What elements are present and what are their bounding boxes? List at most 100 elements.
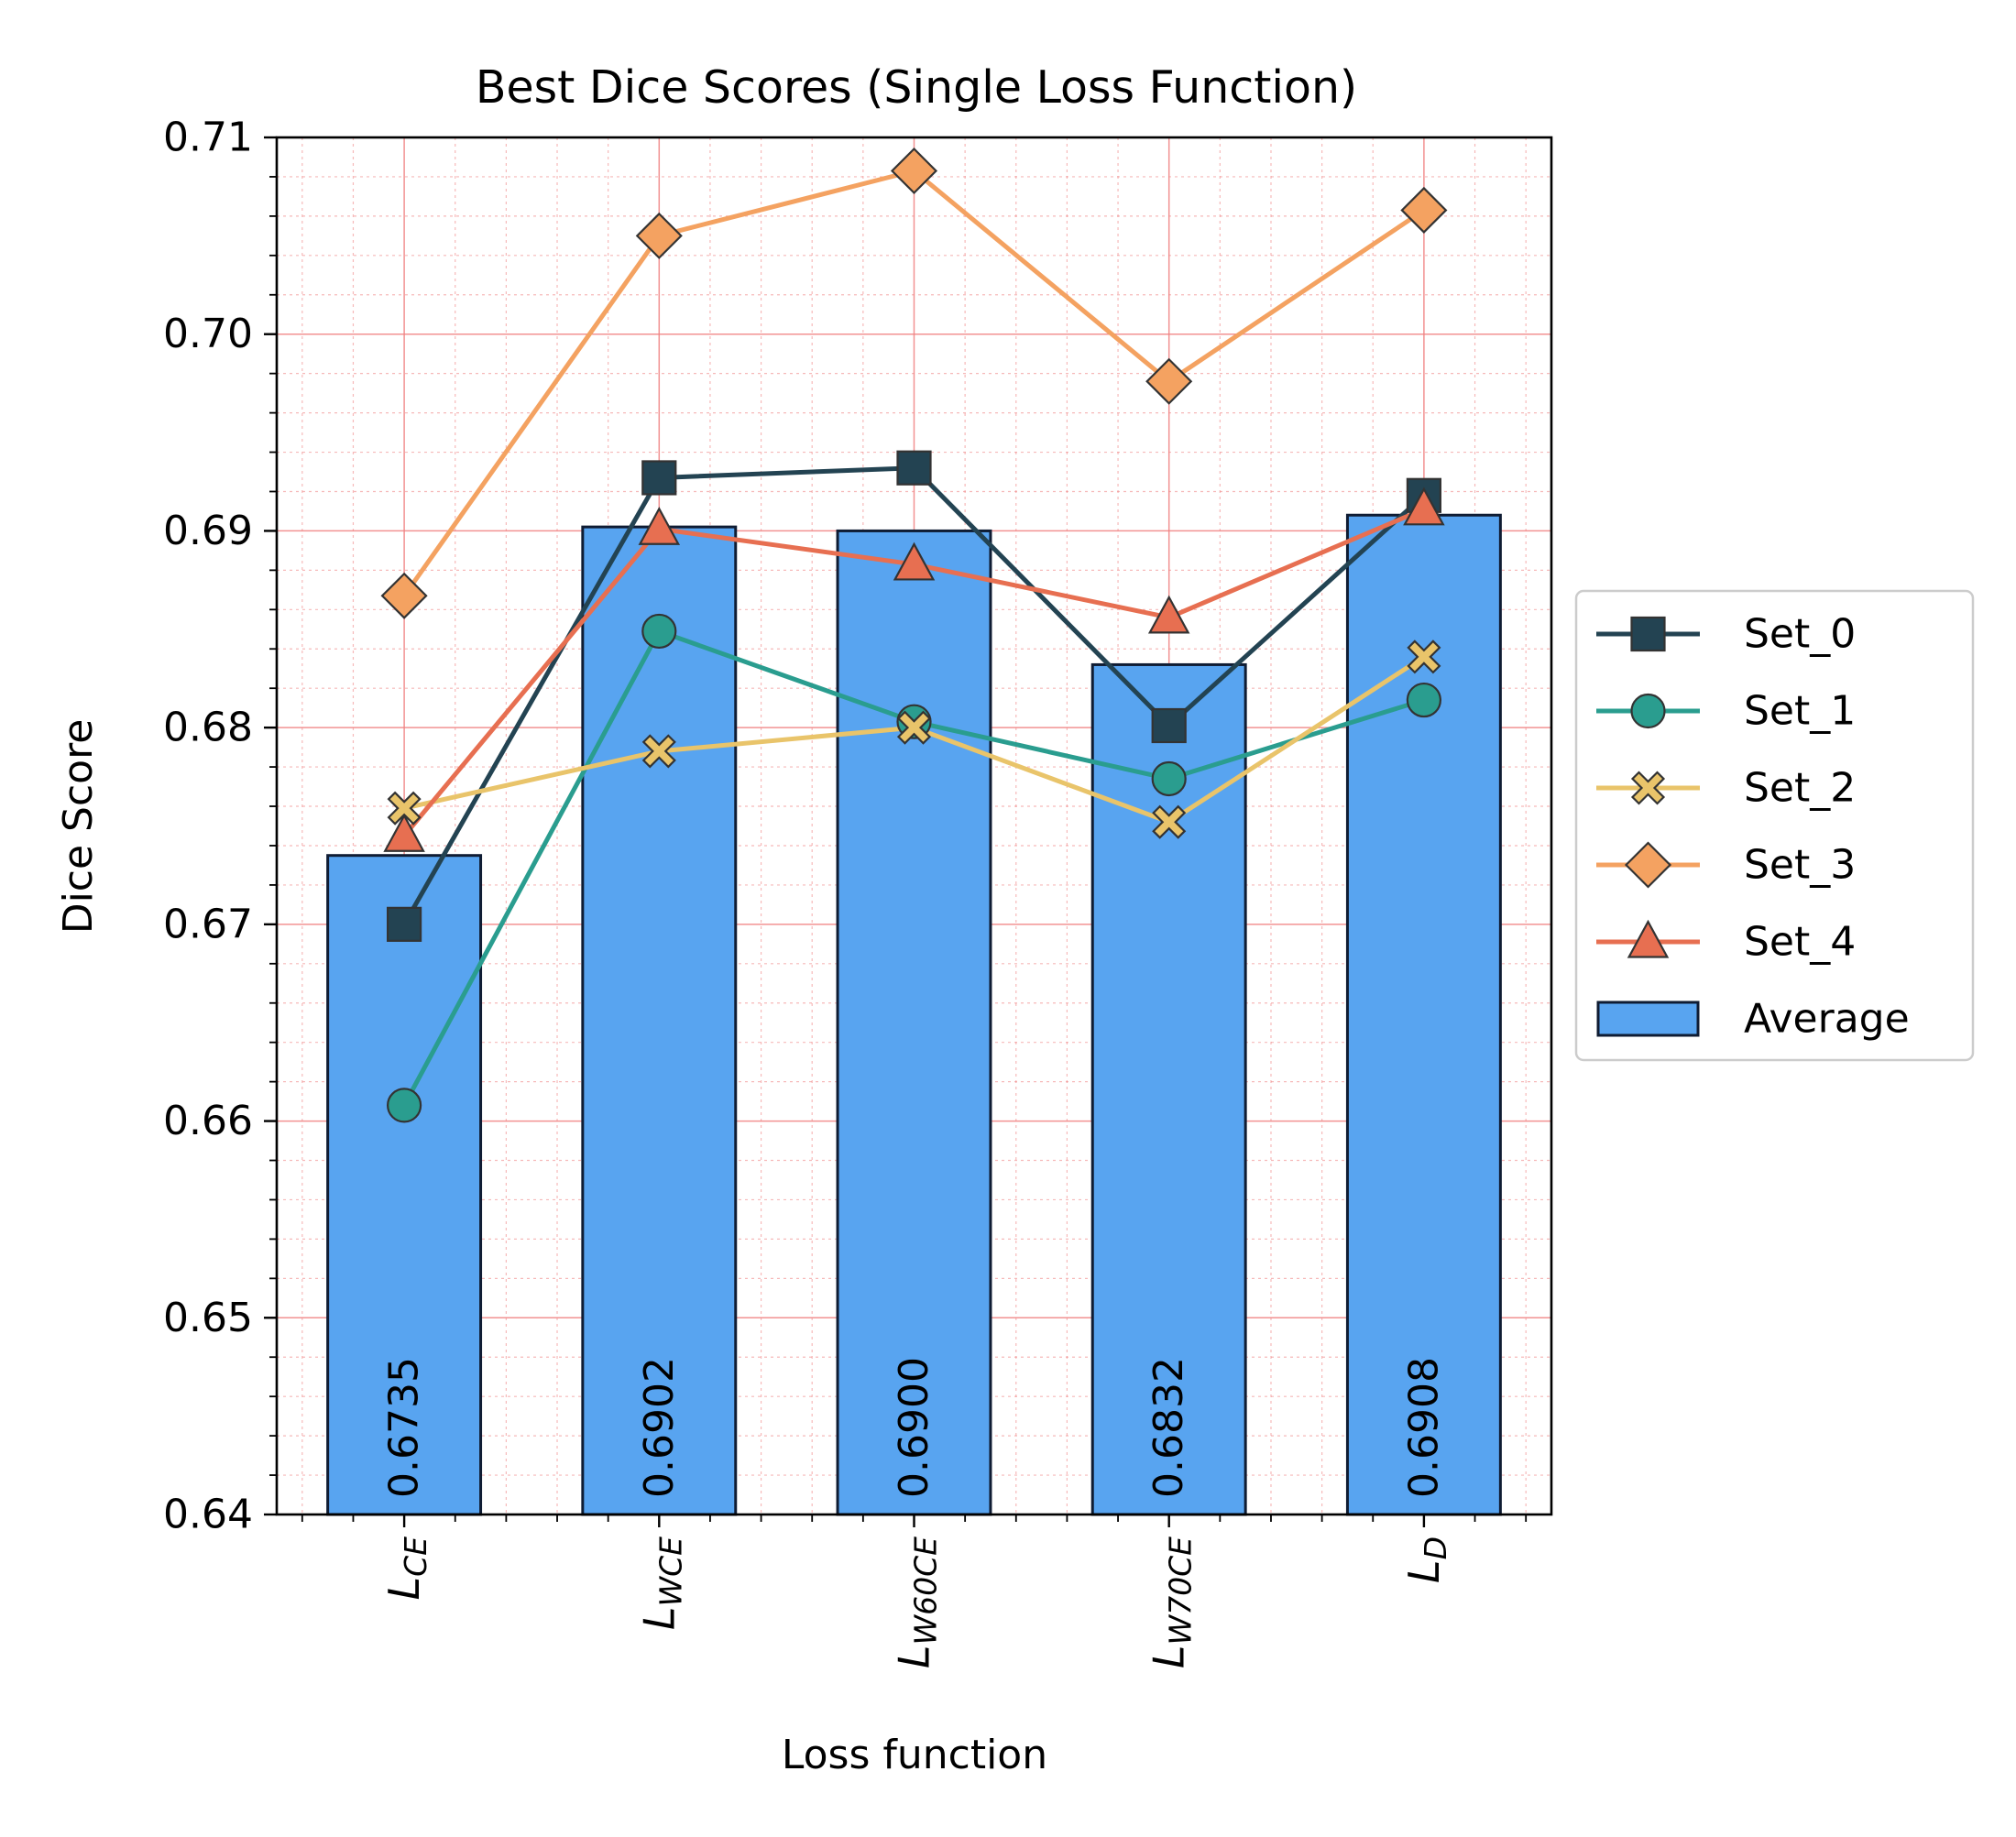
y-tick-label: 0.68 bbox=[163, 705, 253, 751]
point-set-3 bbox=[635, 212, 683, 259]
point-set-2 bbox=[896, 710, 932, 745]
x-tick-label-main: L bbox=[1399, 1559, 1449, 1583]
point-set-3 bbox=[380, 572, 428, 619]
bar-average bbox=[1345, 513, 1502, 1516]
point-set-0 bbox=[896, 450, 932, 486]
marker-triangle bbox=[893, 541, 936, 581]
marker-circle bbox=[1151, 760, 1187, 797]
x-tick-label-main: L bbox=[890, 1646, 939, 1669]
point-set-4 bbox=[893, 541, 936, 581]
legend-label: Average bbox=[1744, 996, 1910, 1043]
legend-label: Set_0 bbox=[1744, 611, 1856, 658]
point-set-1 bbox=[387, 1088, 422, 1123]
y-tick-label: 0.64 bbox=[163, 1492, 253, 1538]
marker-triangle bbox=[1403, 487, 1445, 526]
x-tick-label-main: L bbox=[379, 1577, 429, 1601]
point-set-4 bbox=[383, 813, 425, 852]
point-set-3 bbox=[890, 147, 938, 195]
marker-square bbox=[1630, 616, 1666, 652]
point-set-4 bbox=[638, 506, 681, 545]
point-set-4 bbox=[1147, 595, 1190, 634]
marker-square bbox=[896, 450, 932, 486]
marker-circle bbox=[1630, 693, 1666, 729]
x-axis-label: Loss function bbox=[782, 1732, 1047, 1778]
marker-diamond bbox=[1400, 186, 1448, 234]
marker-x bbox=[896, 710, 932, 745]
marker-square bbox=[641, 460, 677, 496]
legend-swatch-average bbox=[1596, 1001, 1700, 1037]
x-tick-label: LW60CE bbox=[890, 1536, 944, 1668]
bar-value-label: 0.6900 bbox=[891, 1357, 937, 1498]
marker-triangle bbox=[638, 506, 681, 545]
bar-value-label: 0.6832 bbox=[1145, 1357, 1192, 1498]
x-tick-label: LWCE bbox=[634, 1536, 688, 1630]
marker-square bbox=[387, 906, 422, 942]
bar-average bbox=[1090, 662, 1247, 1516]
y-tick-label: 0.67 bbox=[163, 901, 253, 947]
legend-frame bbox=[1574, 589, 1975, 1062]
point-set-1 bbox=[641, 613, 677, 650]
point-set-0 bbox=[641, 460, 677, 496]
legend-label: Set_3 bbox=[1744, 842, 1856, 889]
marker-triangle bbox=[383, 813, 425, 852]
x-tick-label-sub: WCE bbox=[652, 1536, 688, 1607]
point-set-2 bbox=[641, 734, 676, 769]
axes: 0.640.650.660.670.680.690.700.71LCELWCEL… bbox=[163, 115, 1528, 1668]
point-set-2 bbox=[1152, 804, 1187, 839]
legend-marker-set-3 bbox=[1624, 841, 1672, 889]
marker-triangle bbox=[1627, 919, 1670, 958]
legend-marker-set-4 bbox=[1627, 919, 1670, 958]
point-set-0 bbox=[1151, 707, 1187, 744]
marker-square bbox=[1151, 707, 1187, 744]
y-tick-label: 0.69 bbox=[163, 508, 253, 554]
y-tick-label: 0.65 bbox=[163, 1295, 253, 1341]
marker-triangle bbox=[1147, 595, 1190, 634]
point-set-2 bbox=[387, 791, 422, 826]
y-tick-label: 0.70 bbox=[163, 311, 253, 357]
bar-value-labels: 0.6735 0.6902 0.6900 0.6832 0.6908 bbox=[381, 1357, 1448, 1498]
legend: Set_0 Set_1 Set_2 Set_3 Set_4 Average bbox=[1574, 589, 1975, 1062]
marker-diamond bbox=[1624, 841, 1672, 889]
bar-average bbox=[836, 529, 992, 1516]
marker-x bbox=[641, 734, 676, 769]
marker-x bbox=[1630, 771, 1666, 805]
legend-label: Set_2 bbox=[1744, 765, 1856, 812]
point-set-2 bbox=[1407, 640, 1441, 674]
point-set-1 bbox=[1406, 682, 1442, 718]
y-tick-label: 0.71 bbox=[163, 115, 253, 161]
bar-value-label: 0.6908 bbox=[1400, 1357, 1447, 1498]
y-axis-label: Dice Score bbox=[55, 719, 102, 935]
x-tick-label: LD bbox=[1399, 1536, 1453, 1583]
y-tick-label: 0.66 bbox=[163, 1098, 253, 1144]
x-tick-label-sub: CE bbox=[398, 1536, 433, 1577]
bar-average bbox=[326, 854, 483, 1516]
x-tick-label-sub: D bbox=[1417, 1536, 1452, 1559]
marker-circle bbox=[641, 613, 677, 650]
point-set-3 bbox=[1400, 186, 1448, 234]
legend-marker-set-1 bbox=[1630, 693, 1666, 729]
x-tick-label: LW70CE bbox=[1145, 1536, 1199, 1668]
x-tick-label-sub: W70CE bbox=[1162, 1536, 1198, 1646]
marker-diamond bbox=[890, 147, 938, 195]
legend-label: Set_1 bbox=[1744, 688, 1856, 735]
legend-marker-set-2 bbox=[1630, 771, 1666, 805]
marker-x bbox=[387, 791, 422, 826]
marker-diamond bbox=[1145, 357, 1193, 405]
marker-circle bbox=[387, 1088, 422, 1123]
x-tick-label-main: L bbox=[1145, 1646, 1194, 1669]
marker-diamond bbox=[380, 572, 428, 619]
point-set-3 bbox=[1145, 357, 1193, 405]
x-tick-label: LCE bbox=[379, 1536, 433, 1601]
legend-label: Set_4 bbox=[1744, 919, 1856, 966]
marker-x bbox=[1152, 804, 1187, 839]
x-tick-label-sub: W60CE bbox=[907, 1536, 943, 1646]
point-set-4 bbox=[1403, 487, 1445, 526]
bar-value-label: 0.6902 bbox=[636, 1357, 683, 1498]
point-set-1 bbox=[1151, 760, 1187, 797]
point-set-0 bbox=[387, 906, 422, 942]
x-tick-label-main: L bbox=[634, 1607, 684, 1631]
marker-circle bbox=[1406, 682, 1442, 718]
legend-marker-set-0 bbox=[1630, 616, 1666, 652]
